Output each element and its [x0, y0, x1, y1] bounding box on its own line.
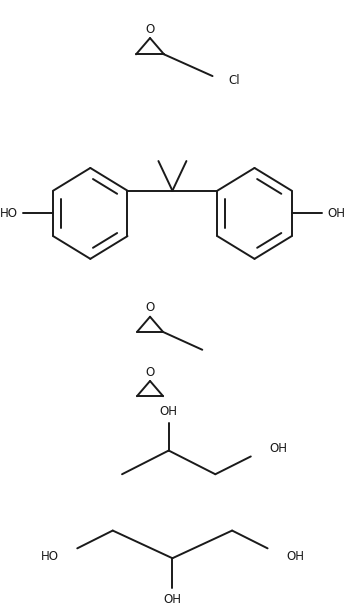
- Text: OH: OH: [160, 405, 178, 418]
- Text: OH: OH: [286, 550, 304, 563]
- Text: O: O: [145, 22, 155, 36]
- Text: HO: HO: [0, 207, 17, 220]
- Text: O: O: [145, 365, 155, 379]
- Text: Cl: Cl: [228, 73, 240, 87]
- Text: OH: OH: [164, 593, 181, 606]
- Text: OH: OH: [327, 207, 345, 220]
- Text: O: O: [145, 301, 155, 315]
- Text: OH: OH: [269, 442, 287, 455]
- Text: HO: HO: [41, 550, 59, 563]
